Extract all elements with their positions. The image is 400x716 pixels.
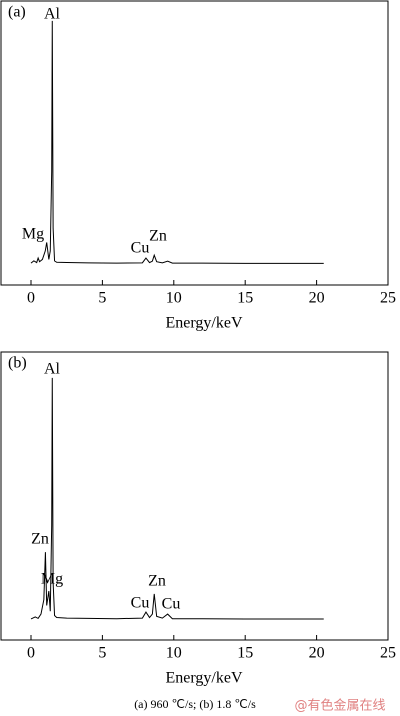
peak-annotation: Zn — [31, 531, 49, 548]
x-tick-label: 10 — [166, 290, 182, 307]
x-tick-label: 15 — [237, 645, 253, 662]
x-axis-label: Energy/keV — [165, 315, 242, 332]
spectrum-line — [30, 20, 324, 264]
peak-annotation: Al — [44, 361, 61, 378]
peak-annotation: Mg — [22, 226, 44, 243]
x-tick-label: 5 — [98, 290, 106, 307]
panel-label: (a) — [8, 4, 26, 21]
panel-label: (b) — [8, 355, 27, 372]
x-tick-label: 25 — [380, 290, 396, 307]
x-tick-label: 5 — [98, 645, 106, 662]
x-tick-label: 10 — [166, 645, 182, 662]
x-tick-label: 20 — [309, 645, 325, 662]
caption: (a) 960 ℃/s; (b) 1.8 ℃/s — [134, 697, 256, 711]
plot-frame — [0, 0, 389, 286]
x-axis-label: Energy/keV — [165, 670, 242, 687]
peak-annotation: Al — [44, 6, 61, 23]
peak-annotation: Zn — [148, 573, 166, 590]
peak-annotation: Cu — [131, 240, 150, 257]
watermark: @有色金属在线 — [294, 698, 385, 714]
peak-annotation: Mg — [41, 571, 63, 588]
x-tick-label: 15 — [237, 290, 253, 307]
x-tick-label: 25 — [380, 645, 396, 662]
plot-frame — [0, 351, 389, 641]
peak-annotation: Zn — [149, 228, 167, 245]
peak-annotation: Cu — [131, 595, 150, 612]
x-tick-label: 0 — [27, 290, 35, 307]
peak-annotation: Cu — [162, 596, 181, 613]
x-tick-label: 20 — [309, 290, 325, 307]
spectrum-line — [30, 377, 324, 620]
x-tick-label: 0 — [27, 645, 35, 662]
